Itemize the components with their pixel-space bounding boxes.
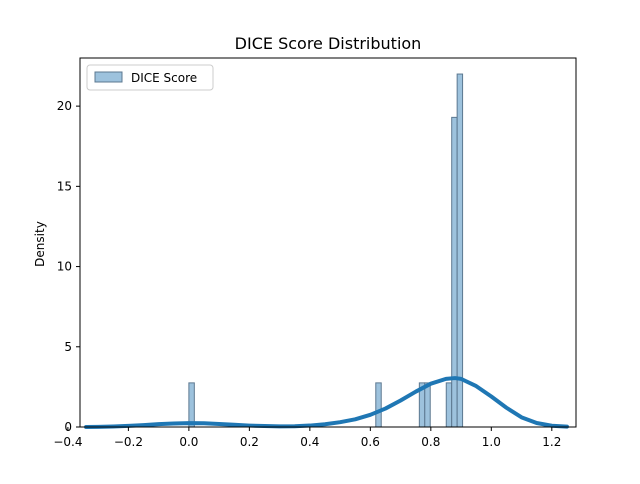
axes: −0.4 −0.2 0.0 0.2 0.4 0.6 0.8 1.0 1.2 0 5 10 15 20 [53,57,577,449]
y-tick-label: 20 [57,99,72,113]
x-tick-label: 0.2 [240,435,259,449]
histogram-bar [424,382,431,428]
histogram-bar [375,382,382,428]
axes-frame [79,57,577,428]
x-tick-label: 1.2 [542,435,561,449]
x-tick-label: −0.4 [53,435,82,449]
histogram-bar [445,382,453,428]
legend: DICE Score [86,64,214,91]
kde-curve [84,376,569,429]
y-tick-label: 10 [57,260,72,274]
x-tick-label: 1.0 [482,435,501,449]
x-tick-label: 0.8 [421,435,440,449]
histogram-bar [451,116,458,428]
legend-label: DICE Score [131,71,197,85]
x-tick-label: 0.6 [361,435,380,449]
histogram-bar [456,73,464,428]
y-tick-label: 15 [57,179,72,193]
legend-box [86,64,214,91]
x-tick-label: 0.0 [179,435,198,449]
x-tick-label: −0.2 [114,435,143,449]
y-tick-label: 0 [64,420,72,434]
legend-swatch [94,71,123,83]
x-tick-label: 0.4 [300,435,319,449]
chart-title: DICE Score Distribution [235,34,422,53]
histogram-bar [188,382,195,428]
y-tick-label: 5 [64,340,72,354]
y-axis-label: Density [33,221,47,267]
